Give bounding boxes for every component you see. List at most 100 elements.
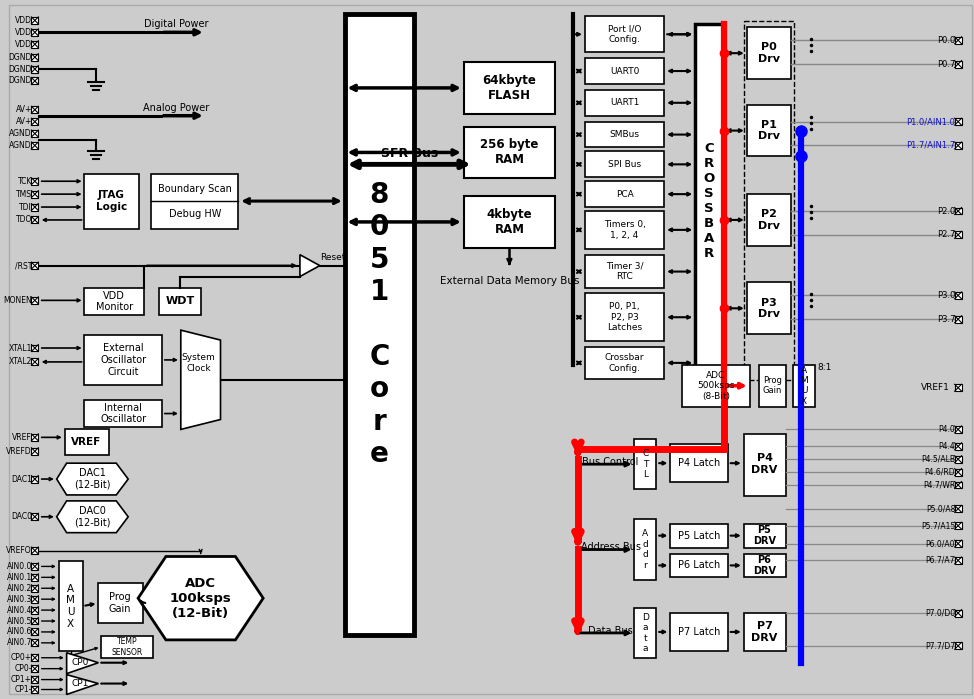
FancyBboxPatch shape	[955, 557, 961, 564]
Text: JTAG
Logic: JTAG Logic	[95, 190, 127, 212]
FancyBboxPatch shape	[747, 282, 791, 334]
FancyBboxPatch shape	[31, 434, 38, 441]
Text: P2
Drv: P2 Drv	[758, 209, 780, 231]
FancyBboxPatch shape	[744, 613, 786, 651]
Text: Prog
Gain: Prog Gain	[109, 592, 131, 614]
Text: P6
DRV: P6 DRV	[753, 554, 776, 576]
Text: AV+: AV+	[16, 106, 32, 114]
Text: AIN0.6: AIN0.6	[7, 628, 32, 636]
Text: SPI Bus: SPI Bus	[608, 160, 641, 169]
Text: Timers 0,
1, 2, 4: Timers 0, 1, 2, 4	[604, 220, 646, 240]
FancyBboxPatch shape	[31, 191, 38, 198]
Text: DGND: DGND	[9, 52, 32, 62]
FancyBboxPatch shape	[31, 563, 38, 570]
Text: Timer 3/
RTC: Timer 3/ RTC	[606, 262, 643, 281]
FancyBboxPatch shape	[955, 231, 961, 238]
FancyBboxPatch shape	[747, 27, 791, 79]
Text: P2.7: P2.7	[937, 231, 955, 239]
Text: P7.7/D7: P7.7/D7	[925, 642, 955, 650]
Text: P7.0/D0: P7.0/D0	[925, 609, 955, 618]
Text: AIN0.1: AIN0.1	[7, 573, 32, 582]
Text: P5.0/A8: P5.0/A8	[925, 505, 955, 513]
FancyBboxPatch shape	[634, 608, 656, 658]
FancyBboxPatch shape	[31, 345, 38, 352]
Text: VDD: VDD	[15, 28, 32, 37]
Text: P3.7: P3.7	[937, 315, 955, 324]
Text: P4.6/RD: P4.6/RD	[924, 468, 955, 477]
Text: External Data Memory Bus: External Data Memory Bus	[439, 275, 580, 285]
FancyBboxPatch shape	[695, 24, 723, 377]
Text: VREFO: VREFO	[6, 546, 32, 555]
FancyBboxPatch shape	[345, 15, 414, 635]
FancyBboxPatch shape	[955, 610, 961, 617]
FancyBboxPatch shape	[31, 513, 38, 520]
FancyBboxPatch shape	[464, 62, 555, 114]
FancyBboxPatch shape	[31, 475, 38, 482]
FancyBboxPatch shape	[759, 365, 786, 407]
Text: P1.0/AIN1.0: P1.0/AIN1.0	[906, 117, 955, 126]
FancyBboxPatch shape	[747, 194, 791, 246]
FancyBboxPatch shape	[670, 554, 728, 577]
FancyBboxPatch shape	[31, 66, 38, 73]
Text: MONEN: MONEN	[3, 296, 32, 305]
FancyBboxPatch shape	[31, 676, 38, 683]
Text: P6.0/A0: P6.0/A0	[925, 539, 955, 548]
Text: DAC1: DAC1	[11, 475, 32, 484]
Text: Debug HW: Debug HW	[169, 209, 221, 219]
Text: Bus Control: Bus Control	[582, 457, 639, 467]
FancyBboxPatch shape	[747, 105, 791, 157]
Text: Internal
Oscillator: Internal Oscillator	[100, 403, 146, 424]
FancyBboxPatch shape	[955, 208, 961, 215]
FancyBboxPatch shape	[31, 359, 38, 366]
Text: P4
DRV: P4 DRV	[751, 454, 777, 475]
Text: Port I/O
Config.: Port I/O Config.	[608, 24, 641, 44]
Text: C
T
L: C T L	[642, 449, 649, 479]
FancyBboxPatch shape	[464, 127, 555, 178]
Text: DGND: DGND	[9, 64, 32, 73]
FancyBboxPatch shape	[634, 440, 656, 489]
FancyBboxPatch shape	[151, 174, 239, 229]
FancyBboxPatch shape	[31, 203, 38, 210]
Text: CP1: CP1	[72, 679, 90, 688]
Text: P5
DRV: P5 DRV	[753, 525, 776, 547]
FancyBboxPatch shape	[584, 122, 664, 147]
FancyBboxPatch shape	[31, 130, 38, 137]
Text: P0.0: P0.0	[937, 36, 955, 45]
Text: P5 Latch: P5 Latch	[678, 531, 720, 540]
FancyBboxPatch shape	[31, 54, 38, 61]
Text: Reset: Reset	[320, 253, 346, 262]
FancyBboxPatch shape	[955, 443, 961, 449]
FancyBboxPatch shape	[744, 554, 786, 577]
Text: P7
DRV: P7 DRV	[751, 621, 777, 643]
Text: P4.4: P4.4	[938, 442, 955, 451]
Text: P7 Latch: P7 Latch	[678, 627, 720, 637]
FancyBboxPatch shape	[9, 4, 972, 695]
Text: AGND: AGND	[10, 141, 32, 150]
Text: AIN0.4: AIN0.4	[7, 605, 32, 614]
FancyBboxPatch shape	[31, 574, 38, 581]
FancyBboxPatch shape	[584, 254, 664, 289]
FancyBboxPatch shape	[584, 181, 664, 207]
FancyBboxPatch shape	[101, 636, 153, 658]
FancyBboxPatch shape	[31, 106, 38, 113]
FancyBboxPatch shape	[31, 118, 38, 125]
FancyBboxPatch shape	[31, 17, 38, 24]
Text: D
a
t
a: D a t a	[642, 613, 649, 653]
Text: P0.7: P0.7	[937, 59, 955, 69]
FancyBboxPatch shape	[85, 174, 139, 229]
FancyBboxPatch shape	[85, 335, 162, 384]
Text: P6 Latch: P6 Latch	[678, 561, 720, 570]
FancyBboxPatch shape	[31, 448, 38, 455]
Text: PCA: PCA	[616, 189, 633, 199]
Text: P4 Latch: P4 Latch	[678, 458, 720, 468]
FancyBboxPatch shape	[955, 61, 961, 68]
Text: VREF1: VREF1	[921, 383, 951, 392]
Text: C
R
O
S
S
B
A
R: C R O S S B A R	[703, 142, 715, 259]
Text: CP0-: CP0-	[15, 664, 32, 673]
Text: Data Bus: Data Bus	[588, 626, 633, 636]
Text: CP1-: CP1-	[15, 685, 32, 694]
Polygon shape	[138, 556, 263, 640]
FancyBboxPatch shape	[955, 482, 961, 489]
FancyBboxPatch shape	[670, 445, 728, 482]
Text: P4.7/WR: P4.7/WR	[923, 480, 955, 489]
